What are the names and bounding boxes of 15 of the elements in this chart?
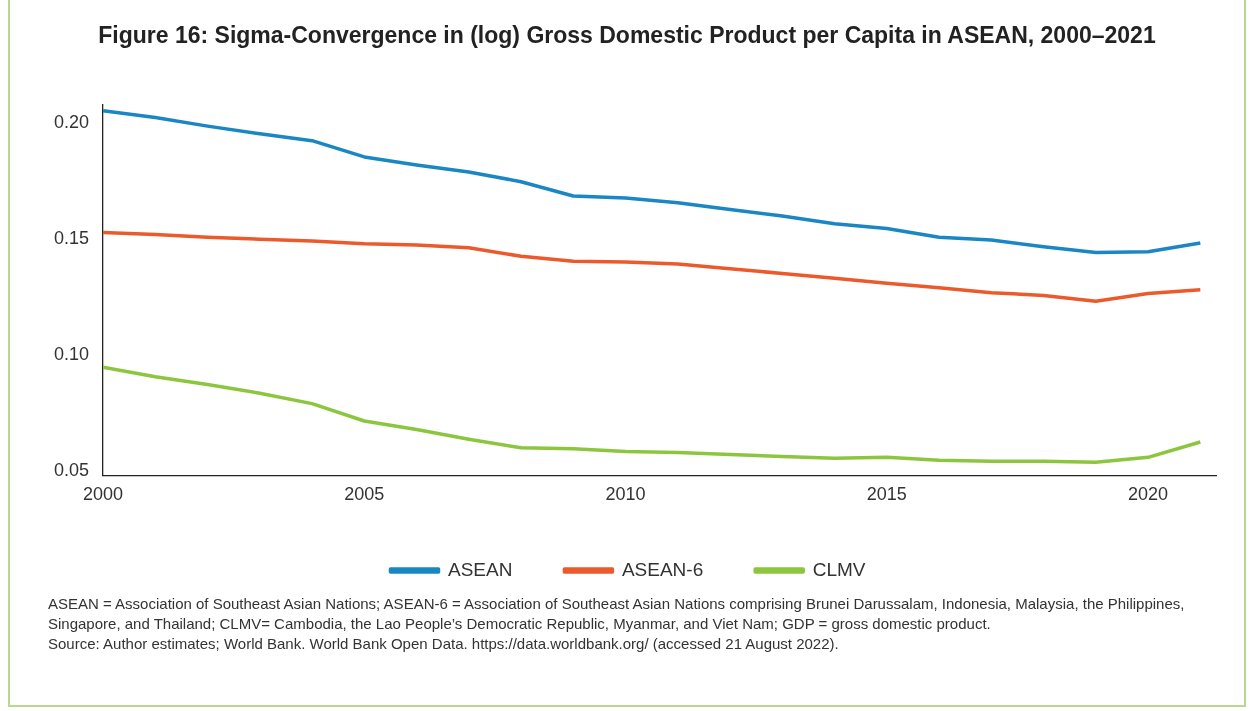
- x-tick-label: 2015: [866, 484, 907, 505]
- y-tick-label: 0.05: [53, 459, 90, 480]
- legend-label: ASEAN-6: [621, 558, 704, 580]
- x-tick-label: 2010: [605, 484, 646, 505]
- text: ASEAN = Association of Southeast Asian Nations; ASEAN-6 = Association of Southeast Asian Nations comprising Brunei Darussalam, Indonesia, Malaysia, the Philippines, Singapore, and Thailand; CLMV= Cambodia, the Lao People’s Democratic Republic, Myanmar, and Viet Nam; GDP = gross domestic product.: [48, 594, 1186, 634]
- chart-title: Figure 16: Sigma-Convergence in (log) Gross Domestic Product per Capita in ASEAN, 2000–2021: [97, 22, 1157, 49]
- legend-label: ASEAN: [448, 558, 513, 580]
- x-tick-label: 2005: [344, 484, 385, 505]
- y-tick-label: 0.10: [53, 343, 90, 364]
- source-note: Source: Author estimates; World Bank. World Bank Open Data. https://data.worldbank.org/ (accessed 21 August 2022).: [48, 634, 840, 654]
- y-tick-label: 0.15: [53, 228, 90, 249]
- legend-label: CLMV: [812, 558, 866, 580]
- x-tick-label: 2020: [1128, 484, 1169, 505]
- y-tick-label: 0.20: [53, 112, 90, 133]
- x-tick-label: 2000: [83, 484, 124, 505]
